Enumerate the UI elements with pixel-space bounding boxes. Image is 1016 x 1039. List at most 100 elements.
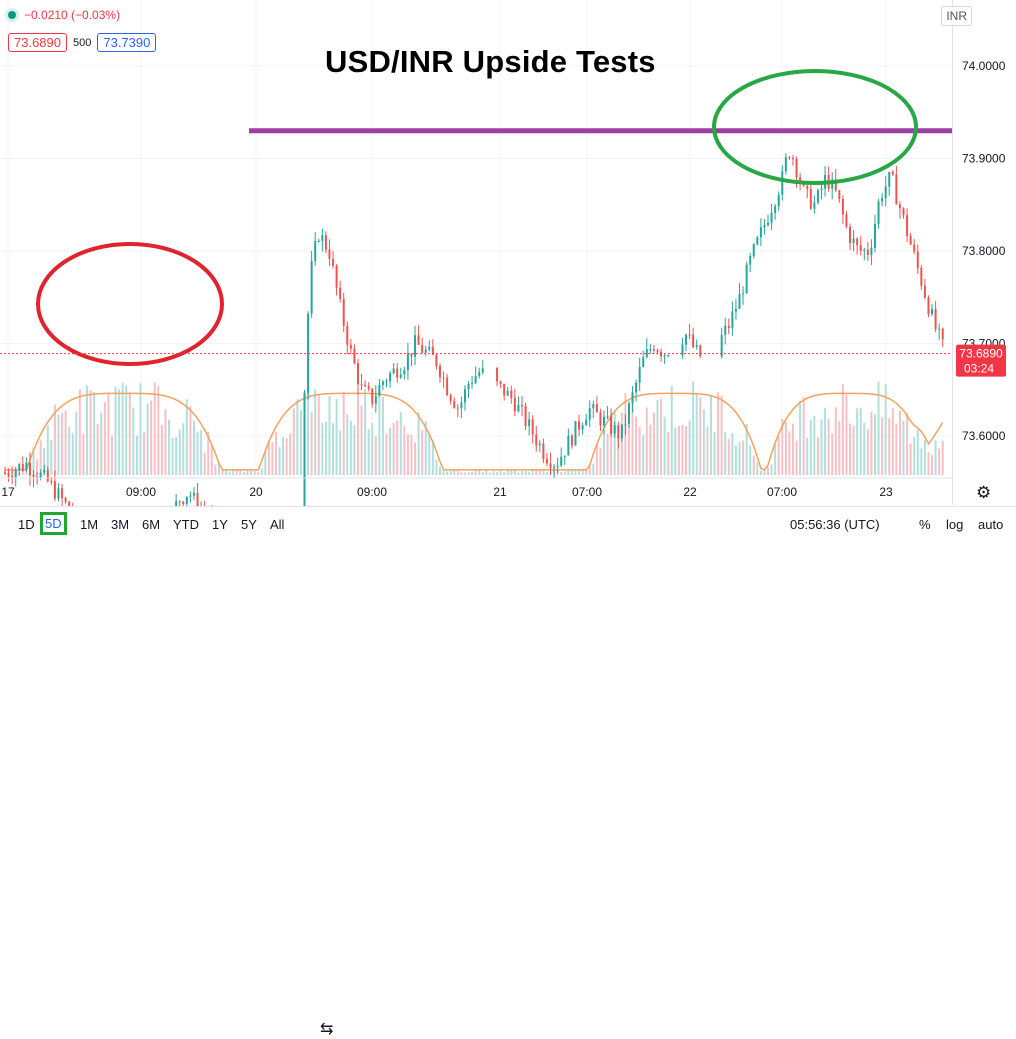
- candle-body: [898, 204, 901, 209]
- volume-bar: [834, 407, 837, 475]
- timeframe-6m[interactable]: 6M: [142, 517, 161, 532]
- candle-body: [381, 381, 384, 385]
- candle-body: [923, 285, 926, 298]
- candle-body: [528, 419, 531, 426]
- candle-body: [406, 353, 409, 370]
- timeframe-all[interactable]: All: [270, 517, 285, 532]
- candle-body: [192, 493, 195, 496]
- volume-bar: [314, 389, 317, 475]
- volume-bar: [285, 438, 288, 475]
- candle-body: [32, 474, 35, 477]
- volume-bar: [759, 470, 762, 475]
- candle-body: [592, 404, 595, 409]
- candle-body: [856, 238, 859, 246]
- volume-bar: [581, 469, 584, 475]
- candle-body: [428, 346, 431, 350]
- candle-body: [606, 415, 609, 417]
- volume-bar: [171, 437, 174, 475]
- candle-body: [816, 190, 819, 203]
- volume-bar: [695, 393, 698, 475]
- price-chart[interactable]: 74.000073.900073.800073.700073.600073.50…: [0, 0, 1016, 541]
- log-toggle[interactable]: log: [946, 517, 964, 532]
- volume-bar: [574, 470, 577, 475]
- last-price-label-box: [956, 344, 1006, 377]
- candle-body: [888, 171, 891, 187]
- volume-bar: [831, 433, 834, 475]
- volume-bar: [182, 423, 185, 475]
- volume-bar: [217, 463, 220, 475]
- candle-body: [909, 236, 912, 245]
- auto-toggle[interactable]: auto: [978, 517, 1004, 532]
- candle-body: [542, 443, 545, 459]
- timeframe-1y[interactable]: 1Y: [212, 517, 228, 532]
- timeframe-ytd[interactable]: YTD: [173, 517, 199, 532]
- volume-bar: [103, 401, 106, 475]
- grid-lines: [0, 0, 952, 529]
- candle-body: [182, 501, 185, 504]
- volume-bar: [510, 470, 513, 475]
- volume-bar: [246, 470, 249, 475]
- volume-bar: [898, 410, 901, 475]
- volume-bar: [150, 400, 153, 475]
- volume-bar: [192, 420, 195, 475]
- volume-bar: [57, 414, 60, 475]
- volume-bar: [734, 445, 737, 475]
- volume-bar: [438, 466, 441, 475]
- volume-bar: [210, 444, 213, 475]
- candle-body: [392, 368, 395, 374]
- volume-bar: [585, 469, 588, 475]
- candle-body: [613, 425, 616, 434]
- timeframe-5y[interactable]: 5Y: [241, 517, 257, 532]
- volume-bar: [724, 431, 727, 475]
- volume-bar: [617, 436, 620, 475]
- settings-gear-icon[interactable]: ⚙: [976, 483, 992, 502]
- candle-body: [809, 189, 812, 209]
- candle-body: [788, 157, 791, 159]
- candle-body: [813, 202, 816, 209]
- percent-toggle[interactable]: %: [919, 517, 931, 532]
- timeframe-1m[interactable]: 1M: [80, 517, 99, 532]
- volume-bar: [93, 391, 96, 475]
- timeframe-3m[interactable]: 3M: [111, 517, 130, 532]
- volume-bar: [934, 440, 937, 475]
- candle-body: [53, 481, 56, 499]
- candle-body: [28, 462, 31, 475]
- candle-body: [185, 496, 188, 504]
- volume-bar: [841, 384, 844, 475]
- volume-bar: [196, 431, 199, 475]
- candle-body: [727, 325, 730, 328]
- volume-bar: [674, 427, 677, 475]
- volume-bar: [713, 432, 716, 475]
- sell-price-button[interactable]: 73.6890: [8, 33, 67, 52]
- volume-bar: [521, 471, 523, 475]
- x-tick-label: 22: [683, 485, 697, 499]
- candle-body: [563, 455, 566, 457]
- volume-bar: [931, 455, 934, 475]
- candle-body: [25, 462, 28, 471]
- candle-body: [46, 469, 49, 482]
- volume-bar: [250, 470, 253, 475]
- volume-bar: [884, 383, 887, 475]
- date-range-icon[interactable]: ⇆: [320, 1021, 334, 1038]
- volume-bar: [342, 391, 345, 475]
- y-tick-label: 73.6000: [962, 429, 1006, 443]
- currency-button[interactable]: INR: [941, 6, 972, 26]
- timeframe-5d[interactable]: 5D: [40, 512, 67, 535]
- buy-price-button[interactable]: 73.7390: [97, 33, 157, 52]
- volume-bar: [292, 408, 295, 475]
- candle-body: [799, 177, 802, 183]
- x-tick-label: 20: [249, 485, 263, 499]
- volume-bar: [121, 382, 124, 475]
- candle-body: [421, 344, 424, 353]
- candle-body: [731, 311, 734, 328]
- candle-body: [692, 334, 695, 347]
- candle-body: [624, 423, 627, 425]
- candle-body: [560, 456, 563, 466]
- volume-bar: [588, 466, 591, 475]
- volume-bar: [528, 471, 531, 475]
- volume-bar: [923, 439, 926, 475]
- volume-bar: [603, 432, 606, 475]
- volume-bar: [545, 471, 548, 475]
- candle-body: [496, 368, 499, 382]
- timeframe-1d[interactable]: 1D: [18, 517, 35, 532]
